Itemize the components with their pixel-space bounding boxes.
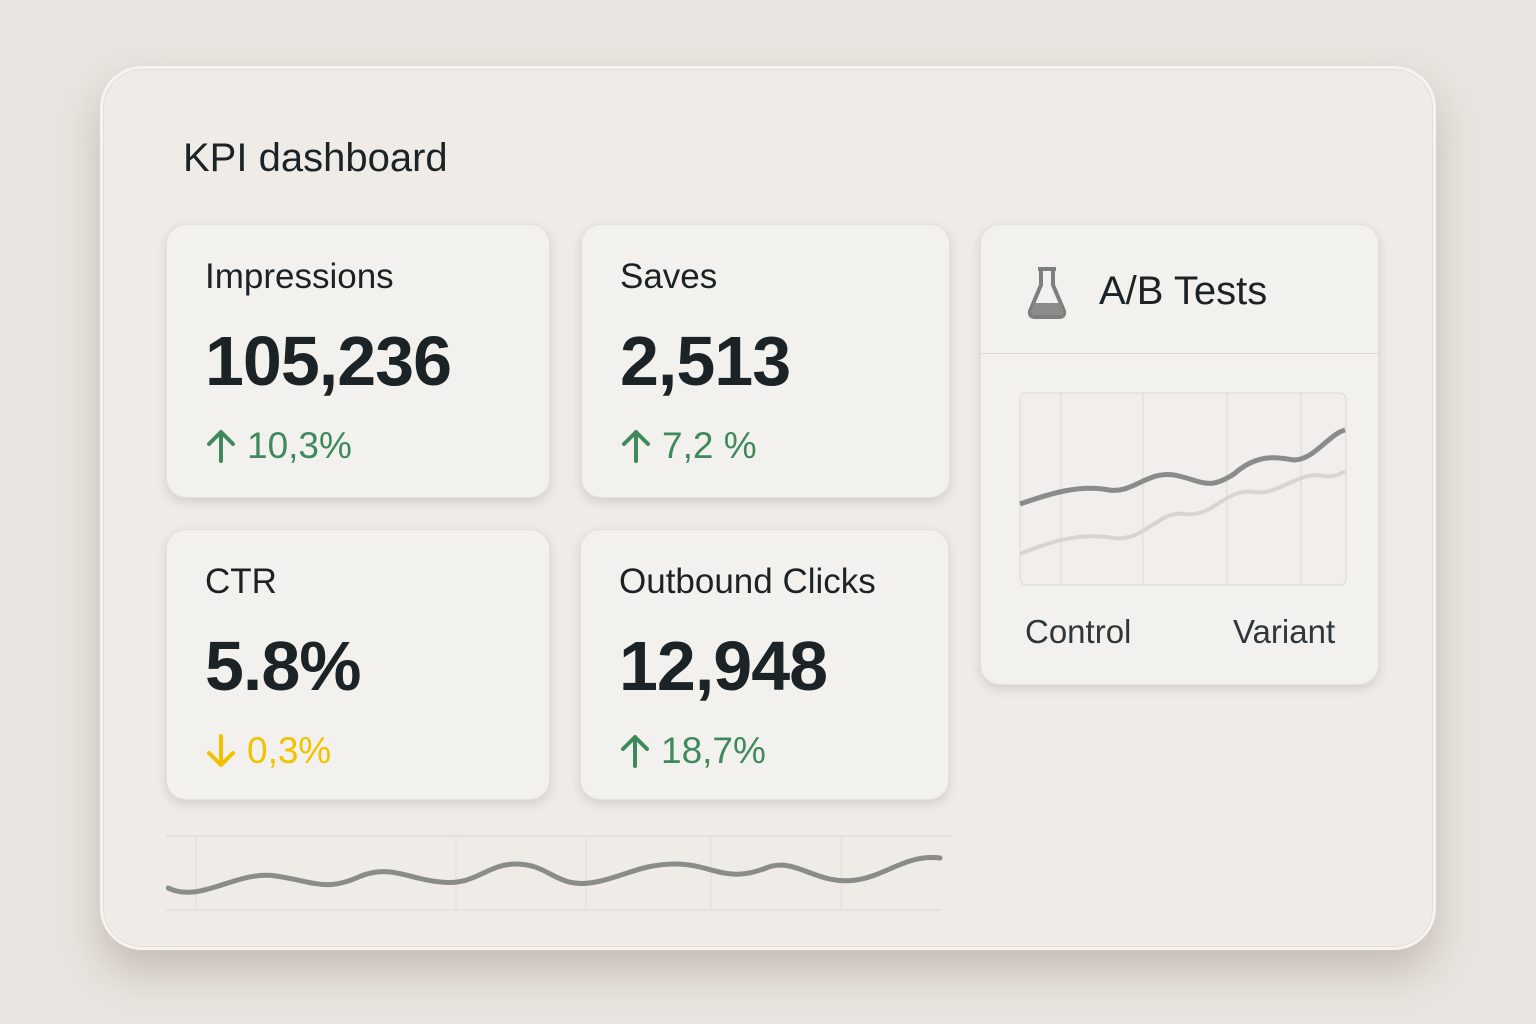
kpi-change-text: 18,7% — [661, 730, 766, 771]
kpi-change: 7,2 % — [620, 425, 757, 467]
kpi-change: 18,7% — [619, 730, 766, 772]
kpi-label: Outbound Clicks — [619, 562, 876, 601]
kpi-card: Impressions 105,236 10,3% — [166, 224, 550, 498]
kpi-value: 105,236 — [205, 322, 452, 400]
trend-arrow — [207, 734, 235, 767]
kpi-change-text: 7,2 % — [662, 425, 757, 466]
kpi-card: Outbound Clicks 12,948 18,7% — [580, 529, 949, 800]
kpi-value: 5.8% — [205, 627, 362, 705]
kpi-label: CTR — [205, 562, 277, 601]
trend-arrow — [207, 430, 235, 463]
flask-icon — [1027, 267, 1067, 319]
kpi-change-text: 0,3% — [247, 730, 332, 771]
kpi-label: Impressions — [205, 257, 394, 296]
kpi-card: CTR 5.8% 0,3% — [166, 529, 550, 800]
legend-control: Control — [1025, 613, 1132, 650]
trend-sparkline — [166, 835, 952, 911]
kpi-value: 12,948 — [619, 627, 828, 705]
kpi-card: Saves 2,513 7,2 % — [581, 224, 950, 498]
legend-variant: Variant — [1233, 613, 1336, 650]
kpi-change-text: 10,3% — [247, 425, 352, 466]
ab-title: A/B Tests — [1099, 269, 1268, 313]
dashboard-title: KPI dashboard — [183, 136, 448, 180]
ab-card: A/B Tests Control Variant — [980, 224, 1379, 685]
kpi-change: 10,3% — [205, 425, 352, 467]
kpi-label: Saves — [620, 257, 718, 296]
kpi-value: 2,513 — [620, 322, 791, 400]
trend-arrow — [622, 430, 650, 463]
trend-arrow — [621, 735, 649, 768]
ab-chart — [1019, 392, 1347, 586]
divider — [981, 353, 1378, 354]
kpi-change: 0,3% — [205, 730, 331, 772]
